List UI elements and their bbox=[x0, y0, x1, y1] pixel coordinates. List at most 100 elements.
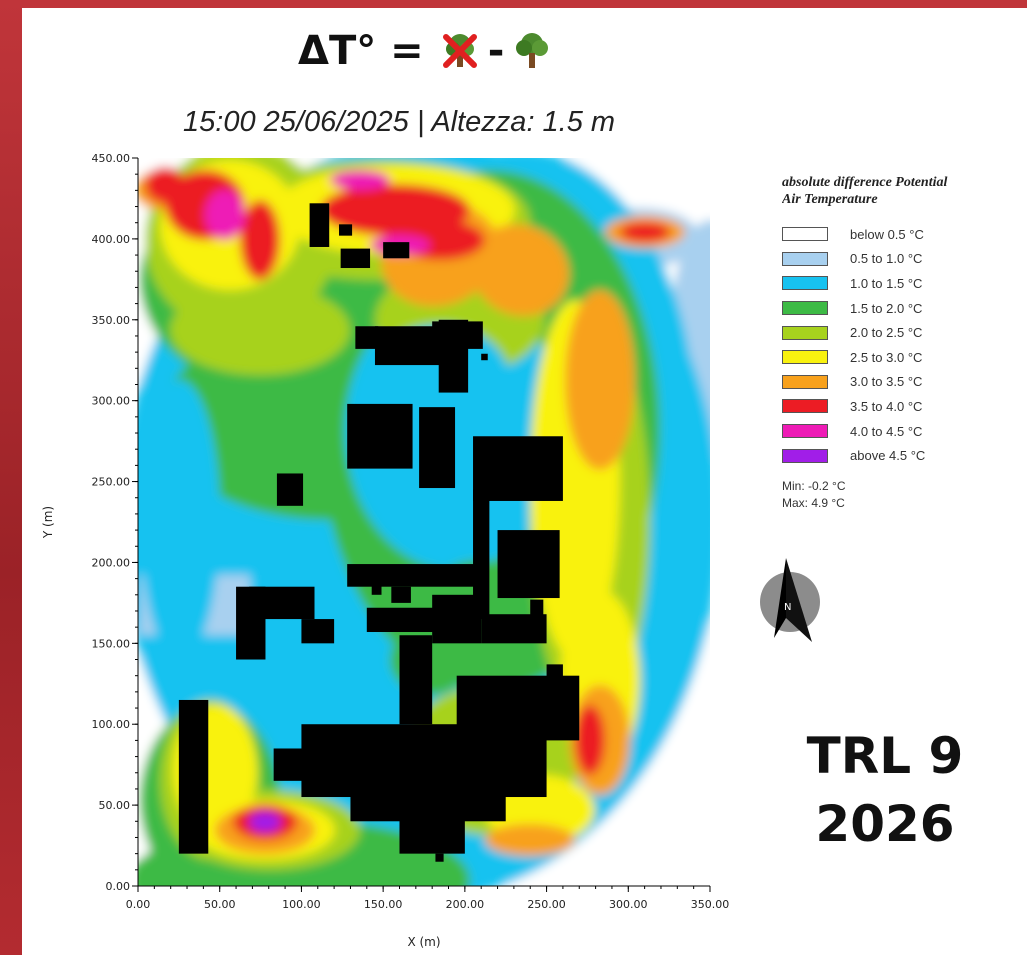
legend-label: 2.0 to 2.5 °C bbox=[850, 325, 923, 341]
legend-swatch bbox=[782, 448, 828, 463]
x-tick-label: 150.00 bbox=[364, 898, 403, 911]
heat-zone bbox=[240, 200, 280, 280]
y-tick-label: 50.00 bbox=[99, 799, 131, 812]
legend-swatch bbox=[782, 276, 828, 291]
heat-zone bbox=[620, 222, 670, 242]
building bbox=[473, 489, 490, 620]
heat-zone bbox=[205, 190, 245, 240]
legend-label: above 4.5 °C bbox=[850, 448, 926, 464]
legend-item: above 4.5 °C bbox=[782, 443, 1027, 468]
legend-item: 4.0 to 4.5 °C bbox=[782, 419, 1027, 444]
building bbox=[419, 407, 456, 489]
y-tick-label: 300.00 bbox=[92, 395, 131, 408]
trl-label: TRL 9 bbox=[806, 727, 964, 785]
x-axis-label: X (m) bbox=[407, 935, 440, 949]
building bbox=[309, 203, 330, 247]
building bbox=[273, 748, 307, 781]
legend-swatch bbox=[782, 350, 828, 365]
legend-swatch bbox=[782, 227, 828, 242]
y-tick-label: 250.00 bbox=[92, 476, 131, 489]
legend-item: 2.5 to 3.0 °C bbox=[782, 345, 1027, 370]
legend-label: 2.5 to 3.0 °C bbox=[850, 349, 923, 365]
background-left-band bbox=[0, 0, 22, 955]
legend-stats: Min: -0.2 °C Max: 4.9 °C bbox=[782, 478, 1027, 512]
y-tick-label: 150.00 bbox=[92, 637, 131, 650]
heat-zone bbox=[470, 224, 570, 316]
y-tick-label: 0.00 bbox=[106, 880, 131, 893]
building bbox=[438, 319, 469, 393]
heat-zone bbox=[485, 824, 575, 856]
formula-lhs: ΔT° = bbox=[298, 28, 424, 74]
legend-swatch bbox=[782, 325, 828, 340]
building bbox=[347, 403, 413, 469]
y-tick-label: 400.00 bbox=[92, 233, 131, 246]
formula-minus: - bbox=[487, 28, 505, 74]
heat-zone bbox=[565, 290, 635, 470]
building bbox=[399, 635, 433, 725]
legend-swatch bbox=[782, 301, 828, 316]
building bbox=[371, 581, 382, 595]
building bbox=[340, 248, 371, 269]
legend-item: below 0.5 °C bbox=[782, 222, 1027, 247]
background-top-band bbox=[0, 0, 1027, 8]
max-label: Max: 4.9 °C bbox=[782, 495, 845, 510]
building bbox=[301, 619, 335, 644]
delta-t-formula: ΔT° = - bbox=[298, 26, 556, 76]
building bbox=[347, 564, 475, 587]
legend-label: 1.5 to 2.0 °C bbox=[850, 300, 923, 316]
building bbox=[339, 224, 353, 236]
x-tick-label: 250.00 bbox=[527, 898, 566, 911]
y-tick-label: 450.00 bbox=[92, 152, 131, 165]
legend-title-line2: Air Temperature bbox=[782, 192, 878, 207]
legend-label: below 0.5 °C bbox=[850, 226, 924, 242]
building bbox=[374, 326, 444, 366]
legend-label: 3.5 to 4.0 °C bbox=[850, 398, 923, 414]
chart-subtitle: 15:00 25/06/2025 | Altezza: 1.5 m bbox=[183, 106, 616, 138]
x-tick-label: 200.00 bbox=[446, 898, 485, 911]
building bbox=[546, 664, 563, 684]
building bbox=[355, 326, 379, 349]
building bbox=[399, 805, 465, 854]
tree-icon bbox=[516, 33, 549, 68]
legend-label: 4.0 to 4.5 °C bbox=[850, 423, 923, 439]
building bbox=[249, 586, 315, 620]
legend-label: 3.0 to 3.5 °C bbox=[850, 374, 923, 390]
building bbox=[342, 740, 375, 765]
building bbox=[481, 353, 488, 361]
legend-item: 0.5 to 1.0 °C bbox=[782, 247, 1027, 272]
legend-title-line1: absolute difference Potential bbox=[782, 175, 948, 190]
legend-swatch bbox=[782, 424, 828, 439]
heat-zone bbox=[575, 705, 605, 775]
legend-item: 1.0 to 1.5 °C bbox=[782, 271, 1027, 296]
legend-swatch bbox=[782, 399, 828, 414]
legend-label: 0.5 to 1.0 °C bbox=[850, 251, 923, 267]
legend-items: below 0.5 °C 0.5 to 1.0 °C 1.0 to 1.5 °C 1.… bbox=[782, 222, 1027, 468]
building bbox=[178, 699, 209, 854]
building bbox=[276, 473, 304, 506]
trl-badge: TRL 9 2026 bbox=[790, 722, 980, 858]
x-tick-label: 300.00 bbox=[609, 898, 648, 911]
legend-label: 1.0 to 1.5 °C bbox=[850, 275, 923, 291]
min-label: Min: -0.2 °C bbox=[782, 478, 846, 493]
y-axis-label: Y (m) bbox=[41, 506, 55, 539]
building bbox=[391, 586, 411, 603]
north-arrow-icon: N bbox=[760, 558, 820, 642]
building bbox=[530, 599, 544, 620]
no-tree-icon bbox=[442, 34, 477, 68]
y-tick-label: 350.00 bbox=[92, 314, 131, 327]
x-tick-label: 0.00 bbox=[126, 898, 151, 911]
building bbox=[383, 242, 410, 259]
x-tick-label: 50.00 bbox=[204, 898, 236, 911]
compass-letter: N bbox=[784, 602, 791, 613]
heat-zone bbox=[145, 167, 185, 203]
building bbox=[432, 594, 482, 644]
legend-item: 2.0 to 2.5 °C bbox=[782, 320, 1027, 345]
trl-year: 2026 bbox=[815, 795, 955, 853]
building bbox=[497, 530, 560, 599]
heat-zone bbox=[170, 285, 350, 375]
legend-item: 3.0 to 3.5 °C bbox=[782, 370, 1027, 395]
legend-swatch bbox=[782, 374, 828, 389]
building bbox=[435, 853, 444, 862]
heat-zone bbox=[330, 170, 390, 190]
heat-zone bbox=[140, 380, 220, 660]
